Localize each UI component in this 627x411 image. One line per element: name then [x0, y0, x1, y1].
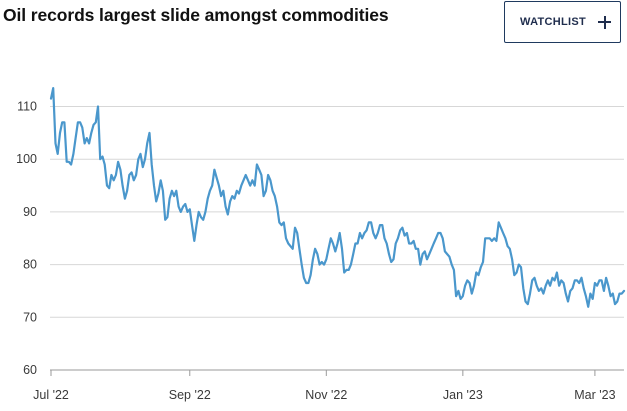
grid-lines [50, 106, 624, 371]
y-axis: 60 70 80 90 100 110 [16, 100, 37, 378]
y-tick-label: 100 [16, 152, 37, 166]
chart-title: Oil records largest slide amongst commod… [3, 5, 389, 25]
watchlist-label: WATCHLIST [520, 16, 587, 28]
watchlist-button[interactable]: WATCHLIST [504, 1, 621, 43]
y-tick-label: 90 [23, 205, 37, 219]
plus-icon [598, 15, 612, 29]
y-tick-label: 110 [17, 100, 37, 114]
x-tick-label: Nov '22 [305, 388, 347, 402]
x-tick-label: Sep '22 [169, 388, 211, 402]
y-tick-label: 60 [23, 363, 37, 377]
y-tick-label: 80 [23, 258, 37, 272]
x-tick-label: Jan '23 [443, 388, 483, 402]
x-tick-label: Mar '23 [574, 388, 615, 402]
x-tick-label: Jul '22 [33, 388, 69, 402]
series-group [49, 87, 626, 308]
series-line [49, 87, 626, 308]
y-tick-label: 70 [23, 310, 37, 324]
